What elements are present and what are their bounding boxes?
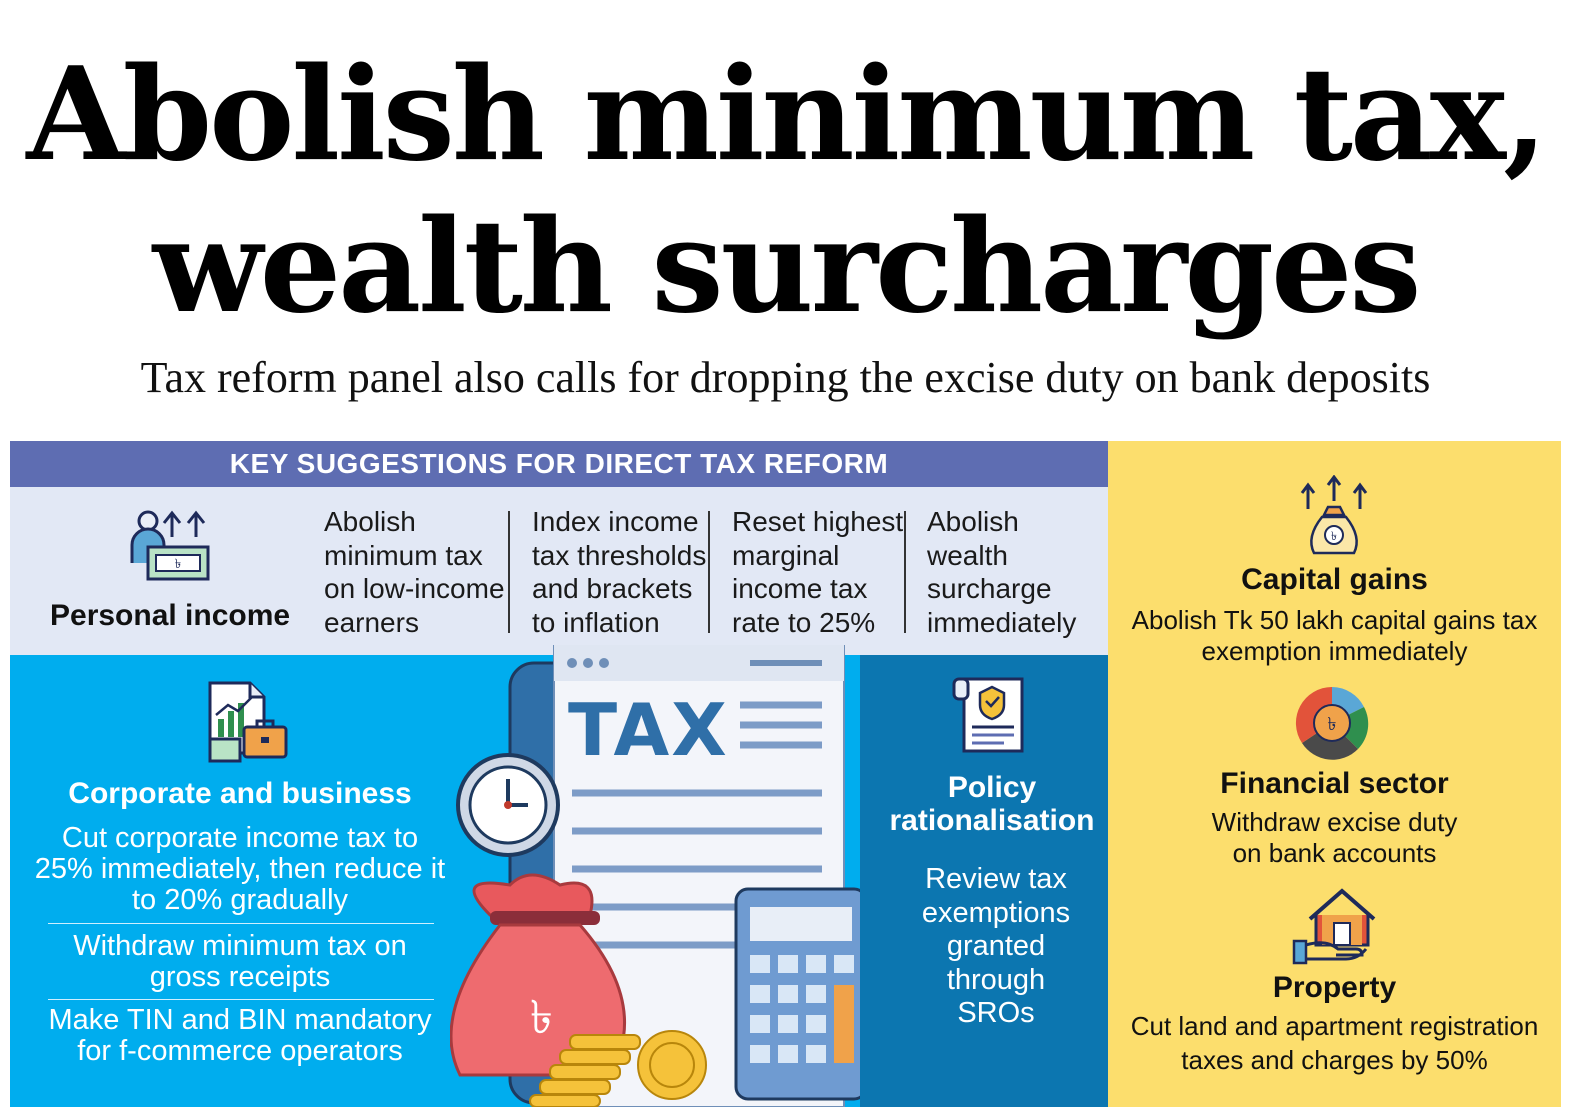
personal-item-2-line: Index income (532, 506, 699, 537)
personal-income-section: ৳ Personal income Abolish minimum tax on… (10, 487, 1108, 655)
personal-item-1: Abolish minimum tax on low-income earner… (324, 505, 505, 639)
column-divider (904, 511, 906, 633)
corporate-title: Corporate and business (68, 777, 412, 810)
person-income-icon: ৳ (130, 510, 210, 581)
policy-document-icon (952, 677, 1024, 753)
personal-item-4-line: wealth (927, 539, 1008, 571)
svg-text:৳: ৳ (175, 557, 181, 572)
corporate-item-1-line: 25% immediately, then reduce it (34, 853, 446, 885)
tax-illustration: TAX (450, 645, 860, 1107)
corporate-item-2: Withdraw minimum tax on gross receipts (10, 931, 470, 993)
financial-sector-line: on bank accounts (1232, 838, 1437, 868)
personal-item-3-line: marginal (732, 539, 840, 571)
capital-gains-text: Abolish Tk 50 lakh capital gains tax exe… (1108, 605, 1561, 667)
personal-item-2: Index income tax thresholds and brackets… (532, 505, 706, 639)
personal-item-1-line: minimum tax (324, 539, 483, 571)
separator (48, 999, 434, 1000)
financial-sector-title: Financial sector (1220, 767, 1449, 800)
business-document-icon (208, 681, 288, 763)
personal-item-2-line: tax thresholds (532, 539, 707, 571)
financial-sector-line: Withdraw excise duty (1211, 807, 1458, 837)
column-divider (508, 511, 510, 633)
policy-section: Policy rationalisation Review tax exempt… (860, 655, 1108, 1107)
capital-gains-line: Abolish Tk 50 lakh capital gains tax (1131, 605, 1538, 635)
personal-item-3-line: income tax (732, 573, 868, 604)
tax-illustration-graphic: TAX (450, 645, 860, 1107)
policy-title: Policy rationalisation (860, 771, 1124, 837)
corporate-item-3-line: for f-commerce operators (77, 1035, 403, 1067)
banner-title: KEY SUGGESTIONS FOR DIRECT TAX REFORM (10, 441, 1108, 487)
corporate-item-1-line: to 20% gradually (131, 884, 349, 916)
column-divider (708, 511, 710, 633)
policy-text: Review tax exemptions granted through SR… (860, 863, 1132, 1031)
currency-symbol: ৳ (530, 990, 553, 1044)
corporate-item-2-line: Withdraw minimum tax on (73, 930, 407, 962)
infographic: KEY SUGGESTIONS FOR DIRECT TAX REFORM ৳ … (10, 441, 1561, 1107)
capital-gains-title: Capital gains (1241, 563, 1428, 596)
policy-text-line: Review tax (925, 863, 1067, 895)
property-text: Cut land and apartment registration taxe… (1108, 1009, 1561, 1077)
financial-chart-icon: ৳ (1295, 686, 1369, 760)
personal-item-2-line: to inflation (532, 606, 660, 638)
personal-item-1-line: on low-income (324, 573, 505, 604)
personal-item-4: Abolish wealth surcharge immediately (927, 505, 1076, 639)
separator (48, 923, 434, 924)
policy-text-line: SROs (957, 997, 1035, 1029)
personal-item-3-line: Reset highest (732, 506, 904, 537)
right-panel: ৳ Capital gains Abolish Tk 50 lakh capit… (1108, 441, 1561, 1107)
personal-income-label: Personal income (50, 599, 291, 632)
personal-item-4-line: Abolish (927, 506, 1019, 537)
personal-item-2-line: and brackets (532, 573, 693, 604)
policy-title-line: rationalisation (889, 804, 1095, 837)
corporate-item-3: Make TIN and BIN mandatory for f-commerc… (10, 1005, 470, 1067)
policy-text-line: exemptions (921, 896, 1071, 929)
policy-text-line: through (946, 963, 1046, 996)
financial-sector-text: Withdraw excise duty on bank accounts (1108, 807, 1561, 869)
headline-line-1: Abolish minimum tax, (26, 40, 1547, 190)
corporate-item-1: Cut corporate income tax to 25% immediat… (10, 823, 470, 916)
corporate-item-1-line: Cut corporate income tax to (61, 822, 419, 854)
money-bag-growth-icon: ৳ (1300, 475, 1368, 555)
property-line: taxes and charges by 50% (1181, 1045, 1488, 1075)
property-line: Cut land and apartment registration (1130, 1011, 1539, 1041)
corporate-item-3-line: Make TIN and BIN mandatory (48, 1004, 432, 1036)
personal-item-3: Reset highest marginal income tax rate t… (732, 505, 903, 639)
capital-gains-line: exemption immediately (1201, 636, 1468, 666)
personal-item-4-line: surcharge (927, 573, 1052, 604)
headline-line-2: wealth surcharges (152, 192, 1422, 342)
policy-text-line: granted (946, 930, 1046, 962)
subheadline: Tax reform panel also calls for dropping… (140, 353, 1431, 402)
property-house-icon (1292, 888, 1376, 965)
policy-title-line: Policy (947, 771, 1037, 804)
svg-text:৳: ৳ (1328, 714, 1337, 735)
personal-item-3-line: rate to 25% (732, 606, 876, 638)
svg-text:৳: ৳ (1331, 529, 1337, 543)
personal-item-1-line: Abolish (324, 506, 416, 537)
tax-document-label: TAX (568, 688, 729, 772)
personal-item-1-line: earners (324, 606, 419, 638)
corporate-business-section: Corporate and business Cut corporate inc… (10, 655, 450, 1107)
personal-item-4-line: immediately (927, 606, 1077, 638)
corporate-item-2-line: gross receipts (149, 961, 331, 993)
property-title: Property (1272, 971, 1397, 1004)
